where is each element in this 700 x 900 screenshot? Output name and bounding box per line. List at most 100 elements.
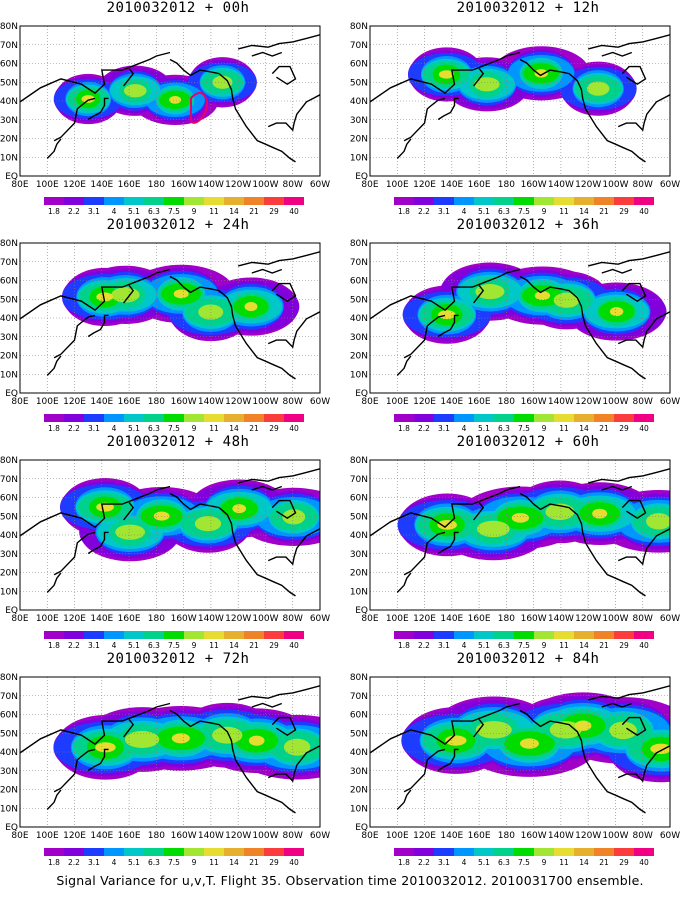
colorbar-label: 4 xyxy=(112,641,117,650)
colorbar-swatch xyxy=(44,414,64,422)
colorbar-label: 1.8 xyxy=(48,858,60,867)
variance-contour-fill xyxy=(475,284,505,300)
colorbar-swatch xyxy=(634,414,654,422)
colorbar-swatch xyxy=(244,414,264,422)
lat-label: EQ xyxy=(5,389,18,399)
lon-label: 140E xyxy=(440,831,463,841)
colorbar-swatch xyxy=(474,631,494,639)
lat-label: 10N xyxy=(350,370,368,380)
variance-contour-fill xyxy=(474,77,500,92)
colorbar-label: 6.3 xyxy=(148,641,160,650)
colorbar-swatch xyxy=(124,631,144,639)
colorbar-label: 1.8 xyxy=(398,424,410,433)
lon-label: 140W xyxy=(198,180,224,190)
variance-contour-fill xyxy=(534,69,548,78)
lat-label: 20N xyxy=(350,135,368,145)
colorbar-label: 2.2 xyxy=(418,424,430,433)
forecast-panel: 2010032012 + 72h 80N 70N 60N 50N 40N 30N 20N 10N… xyxy=(0,651,348,867)
lat-label: 70N xyxy=(0,258,18,268)
colorbar-swatch xyxy=(104,197,124,205)
lon-label: 80E xyxy=(11,397,28,407)
lon-label: 100E xyxy=(386,831,409,841)
colorbar-label: 3.1 xyxy=(438,207,450,216)
lat-label: 80N xyxy=(350,239,368,249)
colorbar-swatch xyxy=(204,631,224,639)
lon-label: 60W xyxy=(310,180,330,190)
lat-label: 10N xyxy=(0,153,18,163)
panel-title: 2010032012 + 12h xyxy=(456,0,600,16)
colorbar-label: 21 xyxy=(599,207,609,216)
variance-contour-fill xyxy=(96,292,114,302)
colorbar-swatch xyxy=(574,414,594,422)
colorbar-swatch xyxy=(554,631,574,639)
figure-caption: Signal Variance for u,v,T. Flight 35. Ob… xyxy=(56,873,644,888)
lon-label: 160W xyxy=(521,614,547,624)
lon-label: 100W xyxy=(252,397,278,407)
lat-label: 50N xyxy=(350,729,368,739)
colorbar: 1.8 2.2 3.1 4 5.1 6.3 7.5 9 11 14 21 29 40 xyxy=(44,414,304,433)
colorbar-swatch xyxy=(84,197,104,205)
colorbar-label: 29 xyxy=(619,641,629,650)
colorbar-label: 11 xyxy=(559,424,569,433)
colorbar-label: 14 xyxy=(229,858,239,867)
colorbar-swatch xyxy=(514,631,534,639)
lat-label: 10N xyxy=(0,370,18,380)
lon-label: 160W xyxy=(521,180,547,190)
colorbar-swatch xyxy=(394,197,414,205)
lon-label: 140E xyxy=(90,831,113,841)
colorbar-label: 4 xyxy=(462,641,467,650)
colorbar-label: 2.2 xyxy=(68,641,80,650)
lon-label: 120E xyxy=(63,831,86,841)
lat-label: 10N xyxy=(0,804,18,814)
lat-label: 30N xyxy=(350,116,368,126)
colorbar-swatch xyxy=(204,414,224,422)
colorbar-label: 21 xyxy=(249,641,259,650)
colorbar-label: 14 xyxy=(579,641,589,650)
colorbar-swatch xyxy=(474,414,494,422)
variance-contour-fill xyxy=(650,743,670,755)
variance-contour-fill xyxy=(476,520,510,538)
lat-label: 30N xyxy=(350,767,368,777)
variance-contour-fill xyxy=(609,721,637,740)
lon-label: 100E xyxy=(36,180,59,190)
colorbar-label: 3.1 xyxy=(88,424,100,433)
variance-field xyxy=(402,262,667,344)
colorbar-label: 6.3 xyxy=(498,858,510,867)
lat-label: 20N xyxy=(350,352,368,362)
lat-label: 30N xyxy=(0,550,18,560)
lon-label: 120W xyxy=(575,614,601,624)
lon-label: 100W xyxy=(252,614,278,624)
lat-label: 20N xyxy=(350,569,368,579)
colorbar-label: 3.1 xyxy=(88,641,100,650)
colorbar-swatch xyxy=(414,197,434,205)
lon-label: 140W xyxy=(548,397,574,407)
colorbar-swatch xyxy=(144,848,164,856)
colorbar: 1.8 2.2 3.1 4 5.1 6.3 7.5 9 11 14 21 29 40 xyxy=(394,848,654,867)
lat-label: 80N xyxy=(0,239,18,249)
coastlines xyxy=(370,251,670,380)
lat-label: EQ xyxy=(5,606,18,616)
variance-contour-fill xyxy=(115,524,146,540)
lat-label: 70N xyxy=(350,41,368,51)
colorbar-label: 40 xyxy=(289,858,299,867)
colorbar-label: 4 xyxy=(112,858,117,867)
colorbar-swatch xyxy=(414,848,434,856)
colorbar-label: 7.5 xyxy=(518,641,530,650)
variance-contour-fill xyxy=(95,742,116,753)
variance-contour-fill xyxy=(169,95,182,104)
colorbar-swatch xyxy=(514,414,534,422)
colorbar-swatch xyxy=(44,631,64,639)
panel-title: 2010032012 + 36h xyxy=(456,217,600,233)
lon-label: 140W xyxy=(548,614,574,624)
lon-label: 120E xyxy=(413,831,436,841)
lon-label: 160E xyxy=(118,180,141,190)
colorbar-swatch xyxy=(44,848,64,856)
colorbar-swatch xyxy=(184,848,204,856)
lon-label: 120E xyxy=(413,180,436,190)
colorbar: 1.8 2.2 3.1 4 5.1 6.3 7.5 9 11 14 21 29 40 xyxy=(44,631,304,650)
lon-label: 140E xyxy=(90,614,113,624)
colorbar-label: 6.3 xyxy=(498,424,510,433)
coastlines xyxy=(20,251,320,380)
